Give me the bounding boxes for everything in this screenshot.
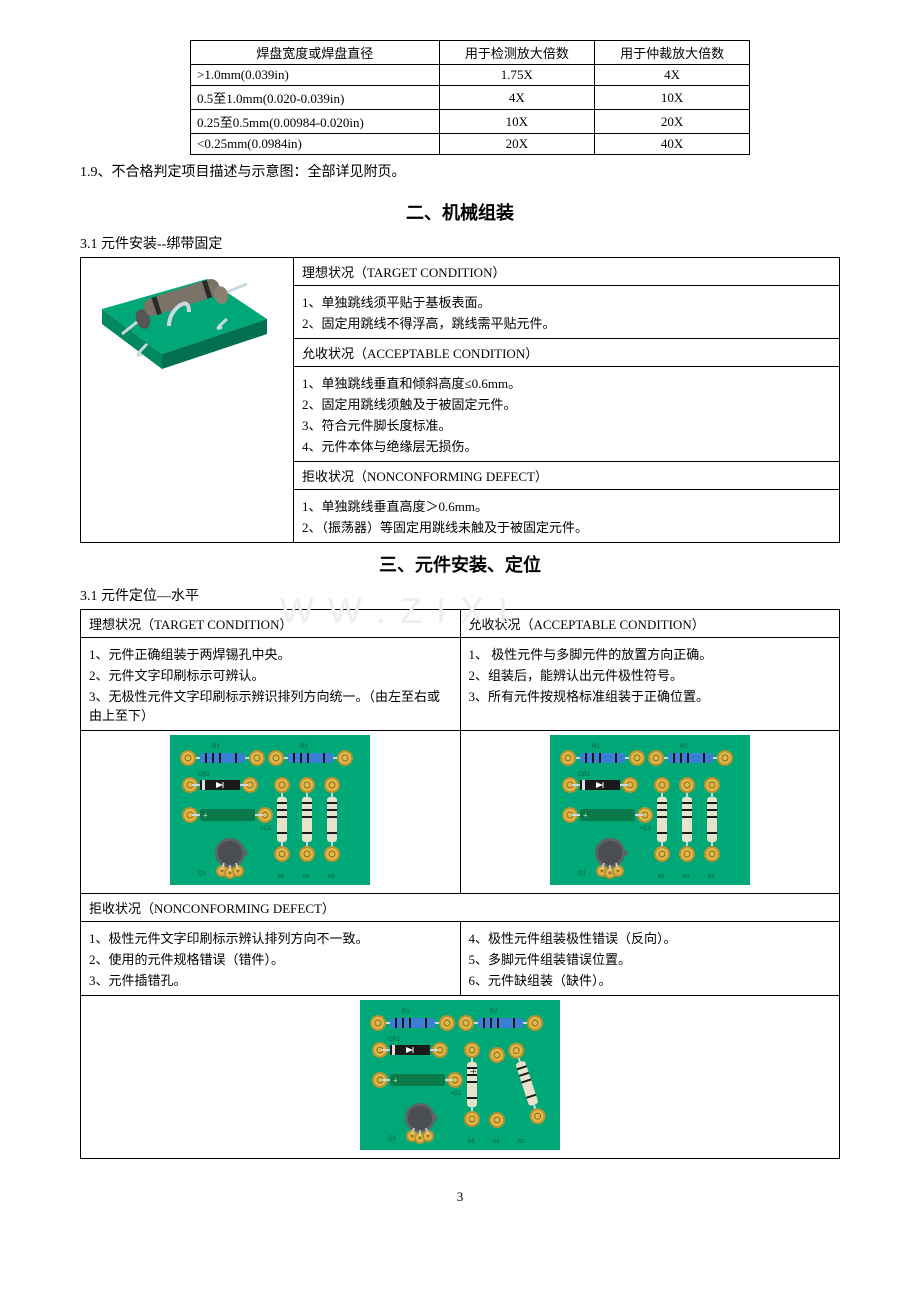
cell: 10X: [595, 86, 750, 110]
cell: 4X: [439, 86, 595, 110]
list-item: 1、单独跳线垂直和倾斜高度≤0.6mm。: [302, 373, 831, 392]
defect-diagram-cell: R1 R2 CR1 +C1 + Q1 R5 R4 R3 +: [81, 996, 840, 1159]
magnification-table: 焊盘宽度或焊盘直径 用于检测放大倍数 用于仲裁放大倍数 >1.0mm(0.039…: [190, 40, 750, 155]
list-item: 1、元件正确组装于两焊锡孔中央。: [89, 644, 452, 663]
svg-text:Q1: Q1: [578, 871, 587, 877]
list-item: 1、单独跳线须平贴于基板表面。: [302, 292, 831, 311]
list-item: 4、元件本体与绝缘层无损伤。: [302, 436, 831, 455]
svg-text:+: +: [470, 1064, 477, 1078]
svg-text:+C1: +C1: [450, 1091, 462, 1097]
svg-text:R5: R5: [658, 874, 665, 880]
svg-text:R5: R5: [468, 1139, 475, 1145]
svg-text:R2: R2: [490, 1009, 498, 1015]
pcb-defect-diagram: R1 R2 CR1 +C1 + Q1 R5 R4 R3 +: [360, 1000, 560, 1150]
list-item: 1、单独跳线垂直高度＞0.6mm。: [302, 496, 831, 515]
svg-text:R3: R3: [328, 874, 335, 880]
cell: 0.25至0.5mm(0.00984-0.020in): [191, 110, 440, 134]
cell: 10X: [439, 110, 595, 134]
list-item: 2、固定用跳线须触及于被固定元件。: [302, 394, 831, 413]
table-row: 焊盘宽度或焊盘直径 用于检测放大倍数 用于仲裁放大倍数: [191, 41, 750, 65]
table-row: >1.0mm(0.039in) 1.75X 4X: [191, 65, 750, 86]
svg-text:R3: R3: [518, 1139, 525, 1145]
cell: 1.75X: [439, 65, 595, 86]
defect-items: 1、单独跳线垂直高度＞0.6mm。 2、（振荡器）等固定用跳线未触及于被固定元件…: [294, 490, 840, 543]
list-item: 3、无极性元件文字印刷标示辨识排列方向统一。（由左至右或由上至下）: [89, 686, 452, 724]
sub-heading-3-1-strap: 3.1 元件安装--绑带固定: [80, 233, 840, 253]
list-item: 3、元件插错孔。: [89, 970, 452, 989]
svg-text:+: +: [203, 811, 208, 820]
position-table: 理想状况（TARGET CONDITION） 允收状况（ACCEPTABLE C…: [80, 609, 840, 1159]
heading-2: 二、机械组装: [80, 199, 840, 225]
svg-text:CR1: CR1: [388, 1037, 401, 1043]
svg-text:R4: R4: [683, 874, 690, 880]
list-item: 2、使用的元件规格错误（错件）。: [89, 949, 452, 968]
svg-text:CR1: CR1: [198, 772, 211, 778]
pos-target-items: 1、元件正确组装于两焊锡孔中央。 2、元件文字印刷标示可辨认。 3、无极性元件文…: [81, 638, 461, 731]
svg-text:R4: R4: [303, 874, 310, 880]
defect-header: 拒收状况（NONCONFORMING DEFECT）: [294, 462, 840, 490]
table-row: 0.25至0.5mm(0.00984-0.020in) 10X 20X: [191, 110, 750, 134]
list-item: 6、元件缺组装（缺件）。: [469, 970, 832, 989]
svg-text:+: +: [583, 811, 588, 820]
pcb-accept-diagram: R1 R2 CR1 +C1 + Q1 R5 R4 R3: [550, 735, 750, 885]
target-header: 理想状况（TARGET CONDITION）: [294, 258, 840, 286]
cell: 40X: [595, 134, 750, 155]
heading-3: 三、元件安装、定位: [80, 551, 840, 577]
cell: 0.5至1.0mm(0.020-0.039in): [191, 86, 440, 110]
acceptable-header: 允收状况（ACCEPTABLE CONDITION）: [294, 339, 840, 367]
list-item: 1、 极性元件与多脚元件的放置方向正确。: [469, 644, 832, 663]
cell: >1.0mm(0.039in): [191, 65, 440, 86]
pos-acceptable-header: 允收状况（ACCEPTABLE CONDITION）: [460, 610, 840, 638]
col-header: 用于仲裁放大倍数: [595, 41, 750, 65]
svg-text:CR1: CR1: [578, 772, 591, 778]
svg-text:+C1: +C1: [260, 826, 272, 832]
strap-diagram-cell: [81, 258, 294, 543]
list-item: 3、符合元件脚长度标准。: [302, 415, 831, 434]
strap-3d-diagram: [87, 264, 277, 384]
pos-defect-right: 4、极性元件组装极性错误（反向）。 5、多脚元件组装错误位置。 6、元件缺组装（…: [460, 922, 840, 996]
svg-text:R5: R5: [278, 874, 285, 880]
page-number: 3: [80, 1189, 840, 1205]
cell: <0.25mm(0.0984in): [191, 134, 440, 155]
svg-text:Q1: Q1: [198, 871, 207, 877]
acceptable-items: 1、单独跳线垂直和倾斜高度≤0.6mm。 2、固定用跳线须触及于被固定元件。 3…: [294, 367, 840, 462]
pos-acceptable-items: 1、 极性元件与多脚元件的放置方向正确。 2、组装后，能辨认出元件极性符号。 3…: [460, 638, 840, 731]
cell: 20X: [439, 134, 595, 155]
cell: 4X: [595, 65, 750, 86]
list-item: 1、极性元件文字印刷标示辨认排列方向不一致。: [89, 928, 452, 947]
note-1-9: 1.9、不合格判定项目描述与示意图：全部详见附页。: [80, 161, 840, 181]
svg-text:R1: R1: [592, 744, 600, 750]
pos-target-header: 理想状况（TARGET CONDITION）: [81, 610, 461, 638]
cell: 20X: [595, 110, 750, 134]
sub-heading-3-1-pos: 3.1 元件定位—水平: [80, 585, 840, 605]
list-item: 2、（振荡器）等固定用跳线未触及于被固定元件。: [302, 517, 831, 536]
svg-text:R1: R1: [212, 744, 220, 750]
svg-text:+C1: +C1: [640, 826, 652, 832]
pcb-target-diagram: R1 R2 CR1 +C1 + Q1 R5 R4 R3: [170, 735, 370, 885]
list-item: 3、所有元件按规格标准组装于正确位置。: [469, 686, 832, 705]
list-item: 5、多脚元件组装错误位置。: [469, 949, 832, 968]
list-item: 4、极性元件组装极性错误（反向）。: [469, 928, 832, 947]
svg-text:R2: R2: [300, 744, 308, 750]
strap-table: 理想状况（TARGET CONDITION） 1、单独跳线须平贴于基板表面。 2…: [80, 257, 840, 543]
table-row: 0.5至1.0mm(0.020-0.039in) 4X 10X: [191, 86, 750, 110]
col-header: 用于检测放大倍数: [439, 41, 595, 65]
pos-defect-left: 1、极性元件文字印刷标示辨认排列方向不一致。 2、使用的元件规格错误（错件）。 …: [81, 922, 461, 996]
svg-text:R4: R4: [493, 1139, 500, 1145]
list-item: 2、元件文字印刷标示可辨认。: [89, 665, 452, 684]
pos-defect-header: 拒收状况（NONCONFORMING DEFECT）: [81, 894, 840, 922]
list-item: 2、组装后，能辨认出元件极性符号。: [469, 665, 832, 684]
svg-text:R2: R2: [680, 744, 688, 750]
acceptable-diagram-cell: R1 R2 CR1 +C1 + Q1 R5 R4 R3: [460, 731, 840, 894]
svg-text:+: +: [393, 1076, 398, 1085]
svg-text:Q1: Q1: [388, 1136, 397, 1142]
table-row: <0.25mm(0.0984in) 20X 40X: [191, 134, 750, 155]
svg-text:R1: R1: [402, 1009, 410, 1015]
target-diagram-cell: R1 R2 CR1 +C1 + Q1 R5 R4 R3: [81, 731, 461, 894]
target-items: 1、单独跳线须平贴于基板表面。 2、固定用跳线不得浮高，跳线需平贴元件。: [294, 286, 840, 339]
list-item: 2、固定用跳线不得浮高，跳线需平贴元件。: [302, 313, 831, 332]
svg-text:R3: R3: [708, 874, 715, 880]
col-header: 焊盘宽度或焊盘直径: [191, 41, 440, 65]
